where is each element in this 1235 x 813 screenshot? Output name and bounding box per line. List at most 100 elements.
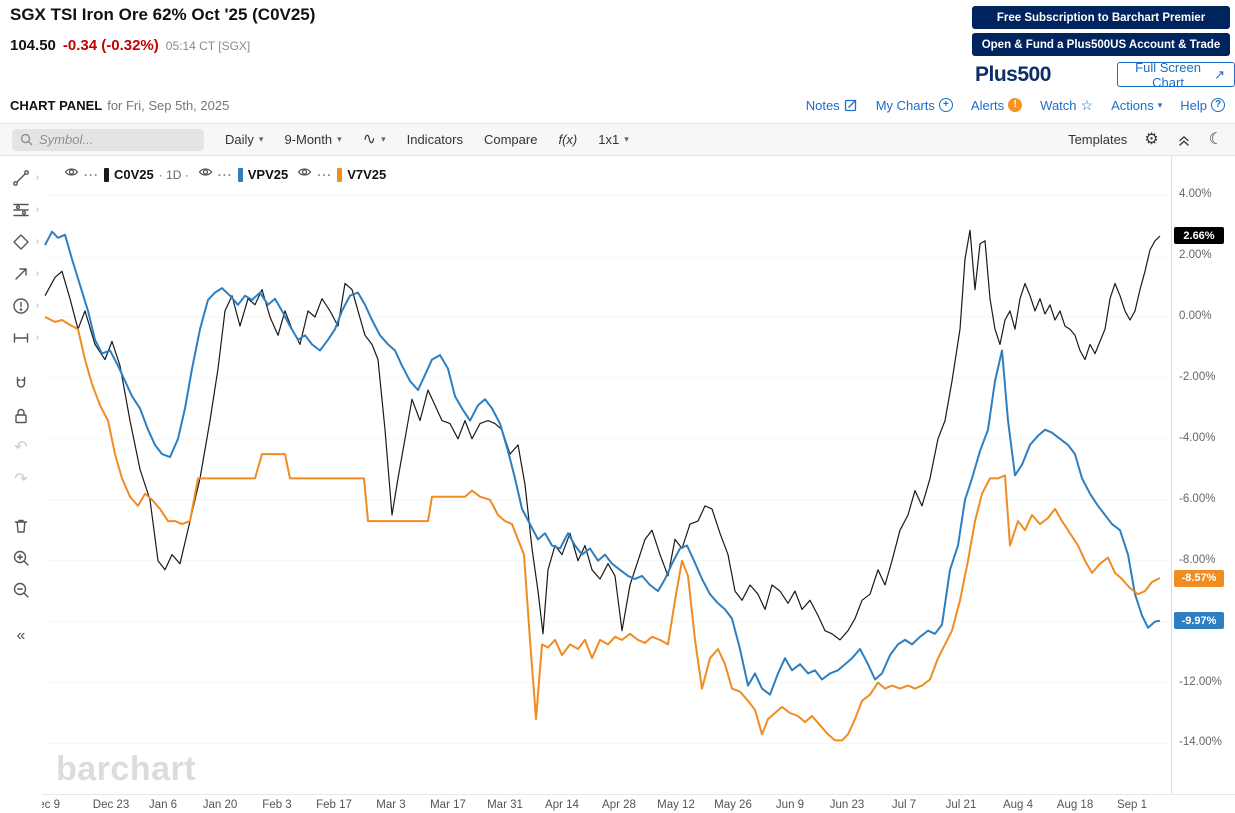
series-menu-icon[interactable]: ··· [317, 167, 333, 182]
series-symbol[interactable]: VPV25 [247, 167, 289, 182]
notes-link[interactable]: Notes [806, 98, 858, 113]
chart-panel-bar: CHART PANEL for Fri, Sep 5th, 2025 Notes… [0, 92, 1235, 118]
visibility-toggle-icon[interactable] [198, 165, 213, 184]
arrow-tool[interactable] [2, 260, 40, 288]
settings-gear-icon[interactable]: ⚙ [1144, 130, 1159, 148]
watch-link[interactable]: Watch ☆ [1040, 97, 1093, 114]
legend-item-c0v25: ··· C0V25 · 1D · [64, 165, 189, 184]
search-icon [20, 133, 33, 146]
indicators-button[interactable]: Indicators [406, 132, 463, 147]
legend-item-v7v25: ··· V7V25 [297, 165, 386, 184]
collapse-sidebar-button[interactable]: « [2, 622, 40, 650]
trend-line-tool[interactable] [2, 164, 40, 192]
actions-menu[interactable]: Actions ▾ [1111, 98, 1162, 113]
x-tick-label: Aug 4 [1002, 799, 1034, 811]
x-tick-label: Feb 17 [316, 799, 352, 811]
notes-icon [844, 99, 857, 112]
price-chart-canvas[interactable] [0, 156, 1235, 813]
zoom-out-button[interactable] [2, 576, 40, 604]
compare-button[interactable]: Compare [483, 132, 538, 147]
x-tick-label: Jun 9 [775, 799, 805, 811]
series-color-chip [337, 167, 343, 182]
alert-icon: ! [1008, 98, 1023, 112]
y-tick-label: -2.00% [1179, 370, 1216, 383]
x-tick-label: Aug 18 [1056, 799, 1094, 811]
range-dropdown[interactable]: 9-Month ▾ [284, 132, 341, 147]
y-tick-label: 0.00% [1179, 310, 1212, 322]
alerts-link[interactable]: Alerts ! [970, 97, 1023, 113]
last-price: 104.50 [10, 37, 56, 54]
zoom-in-button[interactable] [2, 544, 40, 572]
search-input[interactable] [39, 132, 189, 147]
x-tick-label: Apr 28 [602, 799, 636, 811]
dark-mode-icon[interactable]: ☾ [1208, 130, 1223, 148]
panel-date: for Fri, Sep 5th, 2025 [107, 97, 230, 113]
help-label: Help [1180, 97, 1207, 113]
x-axis-separator [0, 794, 1235, 795]
y-axis-separator [1171, 156, 1172, 794]
y-tick-label: -12.00% [1179, 675, 1222, 688]
x-tick-label: Jan 6 [148, 799, 178, 811]
series-symbol[interactable]: C0V25 [114, 167, 154, 182]
y-tick-label: -6.00% [1179, 492, 1216, 505]
delete-drawings-button[interactable] [2, 512, 40, 540]
series-line-c0v25 [44, 229, 1161, 641]
period-dropdown[interactable]: Daily ▾ [225, 132, 263, 147]
y-tick-label: 2.00% [1179, 249, 1212, 262]
x-tick-label: May 26 [714, 799, 752, 811]
y-tick-label: -4.00% [1179, 431, 1216, 444]
chart-style-dropdown[interactable]: ∿ ▾ [362, 130, 386, 148]
my-charts-link[interactable]: My Charts + [876, 98, 953, 113]
price-badge: -8.57% [1174, 569, 1224, 587]
x-tick-label: Mar 31 [487, 799, 523, 811]
series-color-chip [104, 167, 109, 182]
series-color-chip [237, 167, 243, 182]
premier-subscription-button[interactable]: Free Subscription to Barchart Premier [972, 6, 1230, 29]
collapse-toolbar-icon[interactable] [1176, 132, 1192, 148]
series-line-vpv25 [44, 230, 1161, 696]
undo-icon: ↶ [14, 439, 28, 456]
plus500-promo-button[interactable]: Open & Fund a Plus500US Account & Trade [972, 33, 1230, 56]
measure-tool[interactable] [2, 324, 40, 352]
series-menu-icon[interactable]: ··· [84, 167, 99, 182]
plus-circle-icon: + [938, 98, 953, 112]
magnet-tool[interactable] [2, 370, 40, 398]
quote-summary: 104.50 -0.34 (-0.32%) 05:14 CT [SGX] [10, 37, 250, 54]
lock-tool[interactable] [2, 402, 40, 430]
templates-button[interactable]: Templates [1068, 132, 1128, 147]
visibility-toggle-icon[interactable] [297, 165, 312, 184]
series-interval[interactable]: · 1D · [158, 167, 189, 182]
line-style-icon: ∿ [362, 130, 377, 148]
price-change: -0.34 (-0.32%) [62, 37, 159, 54]
layout-dropdown[interactable]: 1x1 ▾ [598, 132, 629, 147]
x-tick-label: Apr 14 [545, 799, 579, 811]
annotation-tool[interactable] [2, 292, 40, 320]
chevron-down-icon: ▾ [1157, 99, 1163, 110]
fx-button[interactable]: f(x) [558, 132, 578, 147]
legend-item-vpv25: ··· VPV25 [198, 165, 288, 184]
series-symbol[interactable]: V7V25 [347, 167, 387, 182]
collapse-icon: « [16, 627, 26, 644]
price-badge: 2.66% [1174, 227, 1224, 245]
symbol-search[interactable] [12, 128, 204, 151]
x-tick-label: Mar 17 [430, 799, 466, 811]
expand-icon: ↗ [1214, 66, 1225, 82]
actions-label: Actions [1111, 97, 1154, 113]
barchart-watermark: barchart [56, 750, 197, 788]
help-link[interactable]: Help ? [1180, 98, 1225, 113]
shapes-tool[interactable] [2, 228, 40, 256]
fibonacci-tool[interactable] [2, 196, 40, 224]
series-menu-icon[interactable]: ··· [217, 167, 233, 182]
x-tick-label: Mar 3 [376, 799, 406, 811]
watch-label: Watch [1040, 97, 1077, 113]
panel-links: Notes My Charts + Alerts ! Watch ☆ Actio… [806, 97, 1225, 114]
period-label: Daily [225, 132, 254, 147]
visibility-toggle-icon[interactable] [64, 165, 79, 184]
fullscreen-chart-button[interactable]: Full Screen Chart ↗ [1117, 60, 1235, 90]
x-tick-label: Jun 23 [829, 799, 865, 811]
chevron-down-icon: ▾ [337, 134, 342, 144]
alerts-label: Alerts [970, 97, 1005, 113]
x-tick-label: Feb 3 [262, 799, 292, 811]
undo-button[interactable]: ↶ [2, 434, 40, 462]
redo-button[interactable]: ↷ [2, 466, 40, 494]
